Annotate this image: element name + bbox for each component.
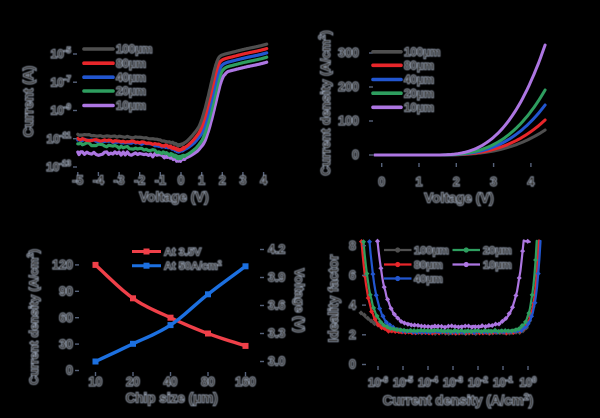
svg-text:1: 1 xyxy=(416,175,423,189)
svg-text:20μm: 20μm xyxy=(404,88,434,100)
svg-text:At 3.5V: At 3.5V xyxy=(164,247,202,259)
svg-text:200: 200 xyxy=(338,80,359,94)
svg-text:Current density (A/cm2): Current density (A/cm2) xyxy=(383,392,534,408)
svg-text:30: 30 xyxy=(59,337,73,351)
svg-text:Ideality factor: Ideality factor xyxy=(326,254,341,343)
svg-text:3.0: 3.0 xyxy=(268,355,285,369)
svg-text:120: 120 xyxy=(52,258,73,272)
svg-text:Voltage (V): Voltage (V) xyxy=(139,190,209,205)
svg-text:80μm: 80μm xyxy=(404,61,434,73)
svg-text:Current density (A/cm2): Current density (A/cm2) xyxy=(26,249,41,385)
svg-text:Chip size (μm): Chip size (μm) xyxy=(126,391,218,406)
svg-text:10μm: 10μm xyxy=(483,260,512,272)
svg-text:20: 20 xyxy=(126,375,140,389)
svg-text:2: 2 xyxy=(349,328,356,342)
svg-text:3: 3 xyxy=(490,175,497,189)
svg-text:90: 90 xyxy=(59,285,73,299)
svg-text:40μm: 40μm xyxy=(414,274,443,286)
svg-text:3: 3 xyxy=(239,174,246,188)
svg-text:1: 1 xyxy=(198,174,205,188)
svg-text:100μm: 100μm xyxy=(414,245,449,257)
svg-text:0: 0 xyxy=(378,175,385,189)
svg-text:80: 80 xyxy=(201,375,215,389)
svg-text:40μm: 40μm xyxy=(404,75,434,87)
svg-text:10μm: 10μm xyxy=(116,101,146,113)
svg-text:-4: -4 xyxy=(93,174,104,188)
svg-text:4: 4 xyxy=(527,175,534,189)
svg-text:Current (A): Current (A) xyxy=(21,66,36,137)
svg-text:Voltage (V): Voltage (V) xyxy=(424,191,494,206)
svg-text:20μm: 20μm xyxy=(483,245,512,257)
svg-text:4: 4 xyxy=(349,298,356,312)
svg-text:20μm: 20μm xyxy=(116,86,146,98)
svg-text:0: 0 xyxy=(66,364,73,378)
svg-text:0: 0 xyxy=(349,358,356,372)
svg-text:100: 100 xyxy=(338,114,359,128)
svg-text:0: 0 xyxy=(178,174,185,188)
svg-text:160: 160 xyxy=(235,375,256,389)
svg-text:300: 300 xyxy=(338,46,359,60)
svg-text:3.6: 3.6 xyxy=(268,299,285,313)
svg-text:80μm: 80μm xyxy=(116,58,146,70)
svg-text:-1: -1 xyxy=(155,174,166,188)
svg-text:40: 40 xyxy=(164,375,178,389)
svg-text:Current density (A/cm2): Current density (A/cm2) xyxy=(317,30,333,175)
svg-text:100μm: 100μm xyxy=(116,44,152,56)
svg-text:At 50A/cm2: At 50A/cm2 xyxy=(164,261,222,273)
svg-text:3.9: 3.9 xyxy=(268,271,285,285)
svg-text:6: 6 xyxy=(349,269,356,283)
svg-text:4.2: 4.2 xyxy=(268,243,285,257)
svg-text:Voltage (V): Voltage (V) xyxy=(292,268,306,332)
svg-text:-3: -3 xyxy=(113,174,124,188)
svg-text:-5: -5 xyxy=(72,174,83,188)
svg-text:2: 2 xyxy=(453,175,460,189)
svg-text:3.3: 3.3 xyxy=(268,327,285,341)
svg-text:80μm: 80μm xyxy=(414,260,443,272)
svg-text:2: 2 xyxy=(219,174,226,188)
svg-text:40μm: 40μm xyxy=(116,72,146,84)
svg-text:4: 4 xyxy=(260,174,267,188)
svg-text:10: 10 xyxy=(89,375,103,389)
svg-text:-2: -2 xyxy=(134,174,145,188)
svg-text:0: 0 xyxy=(352,148,359,162)
svg-text:60: 60 xyxy=(59,311,73,325)
svg-text:100μm: 100μm xyxy=(404,47,440,59)
svg-text:10μm: 10μm xyxy=(404,103,434,115)
svg-text:8: 8 xyxy=(349,239,356,253)
